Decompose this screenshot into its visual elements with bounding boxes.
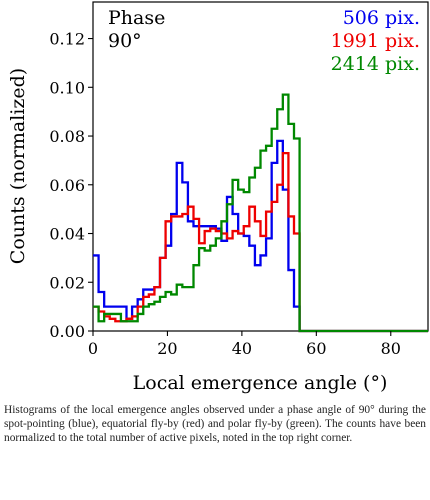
y-tick-label: 0.00: [49, 322, 85, 341]
x-tick-label: 40: [232, 339, 252, 358]
y-tick-label: 0.04: [49, 225, 85, 244]
series-layer: [93, 93, 428, 333]
x-axis-label: Local emergence angle (°): [133, 372, 388, 394]
axis-layer: 0 20 40 60 80 0.00 0.02 0.04 0.06 0.08 0.10 0.12: [49, 30, 401, 358]
plot-frame: [92, 1, 429, 332]
series-line-green: [93, 93, 428, 333]
legend-entry-blue: 506 pix.: [343, 7, 420, 29]
y-tick-label: 0.02: [49, 273, 85, 292]
x-tick-label: 20: [157, 339, 177, 358]
series-line-blue: [93, 139, 428, 333]
y-tick-label: 0.12: [49, 30, 85, 49]
legend-entry-green: 2414 pix.: [331, 53, 420, 75]
annotation-phase-value: 90°: [108, 30, 142, 52]
series-line-red: [93, 151, 428, 333]
x-tick-label: 60: [306, 339, 326, 358]
annotation-phase-label: Phase: [108, 7, 165, 29]
y-tick-label: 0.06: [49, 176, 85, 195]
y-tick-label: 0.10: [49, 78, 85, 97]
y-axis-label: Counts (normalized): [7, 68, 29, 264]
histogram-chart: 0 20 40 60 80 0.00 0.02 0.04 0.06 0.08 0.10 0.12 Ph…: [7, 1, 429, 394]
y-tick-label: 0.08: [49, 127, 85, 146]
figure-caption: Histograms of the local emergence angles…: [4, 404, 426, 445]
x-tick-label: 0: [88, 339, 98, 358]
x-tick-label: 80: [381, 339, 401, 358]
legend-entry-red: 1991 pix.: [331, 30, 420, 52]
